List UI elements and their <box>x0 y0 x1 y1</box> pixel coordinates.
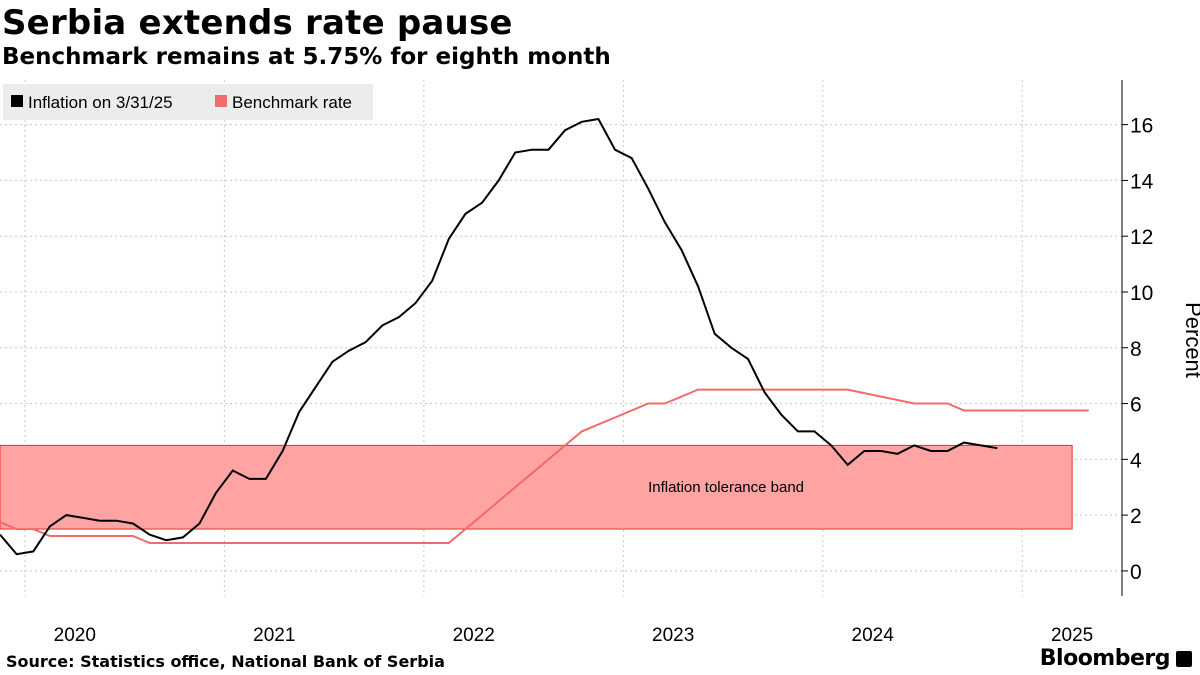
brand-name: Bloomberg <box>1039 646 1171 671</box>
x-tick-label: 2025 <box>1051 625 1093 646</box>
inflation-line <box>0 117 998 556</box>
y-tick-label: 10 <box>1130 282 1153 305</box>
legend-label-inflation: Inflation on 3/31/25 <box>28 93 173 112</box>
x-tick-label: 2022 <box>453 625 495 646</box>
chart-subtitle: Benchmark remains at 5.75% for eighth mo… <box>2 44 611 70</box>
source-note: Source: Statistics office, National Bank… <box>6 652 445 671</box>
x-tick-label: 2024 <box>852 625 895 646</box>
brand-logo: Bloomberg <box>1040 646 1192 671</box>
y-axis-label: Percent <box>1181 302 1200 378</box>
y-tick-label: 8 <box>1130 338 1142 361</box>
tolerance-band-layer: Inflation tolerance band <box>0 444 1073 530</box>
x-tick-label: 2021 <box>253 625 295 646</box>
bloomberg-mark-icon <box>1176 650 1192 667</box>
legend-label-benchmark: Benchmark rate <box>232 93 352 112</box>
tolerance-band-label: Inflation tolerance band <box>648 479 804 496</box>
x-tick-labels: 2020 2021 2022 2023 2024 2025 <box>54 625 1094 646</box>
y-tick-label: 16 <box>1130 115 1153 138</box>
y-tick-label: 6 <box>1130 394 1142 417</box>
y-tick-label: 0 <box>1130 561 1142 584</box>
chart-title: Serbia extends rate pause <box>2 3 513 43</box>
x-tick-label: 2020 <box>54 625 96 646</box>
y-tick-label: 14 <box>1130 170 1154 193</box>
y-tick-label: 12 <box>1130 226 1153 249</box>
y-tick-labels: 0 2 4 6 8 10 12 14 16 <box>1122 115 1154 584</box>
legend-swatch-inflation <box>11 95 23 107</box>
y-tick-label: 4 <box>1130 449 1142 472</box>
tolerance-band <box>0 444 1073 530</box>
x-tick-label: 2023 <box>652 625 694 646</box>
y-tick-label: 2 <box>1130 505 1142 528</box>
legend-swatch-benchmark <box>215 95 227 107</box>
series-layer <box>0 117 1089 556</box>
legend-background <box>3 84 373 120</box>
benchmark-rate-line <box>0 388 1089 544</box>
legend: Inflation on 3/31/25 Benchmark rate <box>3 84 373 120</box>
